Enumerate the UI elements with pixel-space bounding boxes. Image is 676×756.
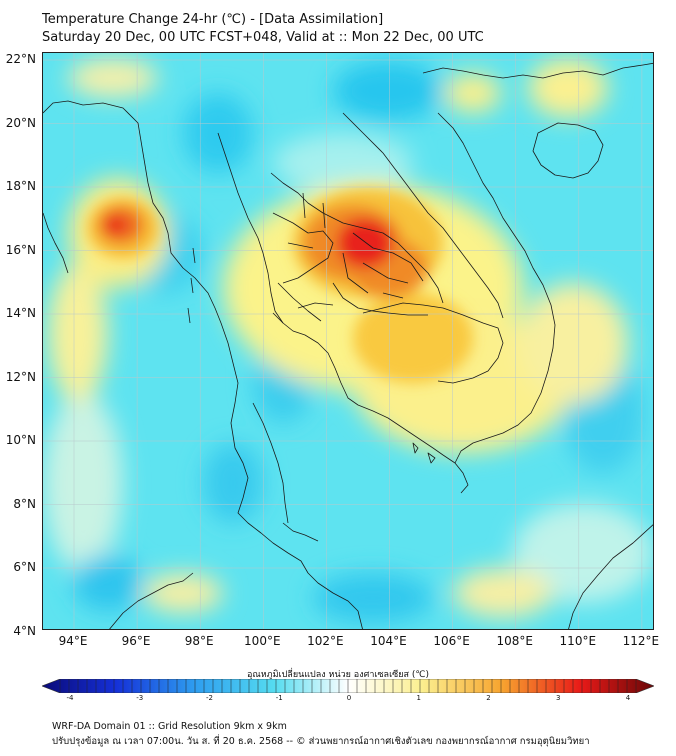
laos-vietnam-border [342, 112, 504, 319]
lat-label: 6°N [13, 560, 36, 574]
lon-label: 98°E [184, 634, 214, 648]
lat-label: 14°N [5, 306, 36, 320]
lat-label: 8°N [13, 496, 36, 511]
lon-label: 100°E [244, 634, 281, 648]
thai-provinces-central [277, 282, 334, 322]
lon-label: 94°E [58, 634, 88, 648]
gulf-of-thailand-coast [272, 312, 469, 494]
colorbar [42, 679, 654, 693]
thailand-laos-border [270, 172, 444, 304]
vietnam-coastline [437, 112, 556, 464]
mainland-coastline [43, 100, 363, 629]
myanmar-border [217, 132, 284, 324]
warm-core-layer [88, 188, 473, 383]
lon-label: 96°E [121, 634, 151, 648]
map-subtitle: Saturday 20 Dec, 00 UTC FCST+048, Valid … [42, 30, 484, 45]
lon-label: 104°E [370, 634, 407, 648]
colorbar-tick-label: -3 [136, 694, 144, 702]
lon-label: 106°E [433, 634, 470, 648]
malaysia-border [282, 522, 319, 542]
lon-label: 108°E [496, 634, 533, 648]
colorbar-tick-label: -1 [275, 694, 283, 702]
lon-label: 112°E [622, 634, 660, 648]
colorbar-tick-label: 0 [346, 694, 352, 702]
colorbar-tick-label: 4 [625, 694, 631, 702]
colorbar-tick-label: 2 [486, 694, 491, 702]
sumatra-coast [109, 572, 194, 629]
thailand-cambodia-border [332, 282, 428, 316]
lon-label: 102°E [307, 634, 344, 648]
india-coast [43, 212, 69, 274]
cambodia-border [362, 302, 504, 384]
lat-label: 18°N [5, 179, 36, 193]
colorbar-tick-label: -4 [66, 694, 74, 702]
colorbar-tick-label: 3 [556, 694, 561, 702]
map-title: Temperature Change 24-hr (℃) - [Data Ass… [42, 12, 384, 27]
mekong-delta-islands [412, 442, 436, 464]
lat-label: 12°N [5, 369, 36, 384]
colorbar-title: อุณหภูมิเปลี่ยนแปลง หน่วย องศาเซลเซียส (… [246, 670, 430, 680]
coastlines-and-borders [43, 62, 653, 629]
andaman-islands [187, 247, 196, 324]
credit-footer: ปรับปรุงข้อมูล ณ เวลา 07:00น. วัน ส. ที่… [52, 736, 590, 747]
colorbar-tick-marks [59, 679, 637, 693]
map-panel [42, 52, 654, 630]
hainan-island [532, 122, 604, 179]
thai-provinces-northeast [342, 232, 424, 299]
borneo-coast [568, 524, 653, 629]
colorbar-tick-label: -2 [206, 694, 213, 702]
colorbar-tick-label: 1 [416, 694, 421, 702]
thai-provinces-north [272, 192, 334, 284]
model-info-footer: WRF-DA Domain 01 :: Grid Resolution 9km … [52, 721, 287, 732]
lon-label: 110°E [559, 634, 597, 648]
lat-label: 20°N [5, 115, 36, 130]
lat-label: 16°N [5, 242, 36, 257]
lat-label: 10°N [5, 433, 36, 447]
peninsula-inner-borders [252, 402, 289, 524]
lat-label: 22°N [5, 52, 36, 66]
south-china-coast [422, 62, 653, 79]
temperature-field-map [43, 53, 653, 629]
lat-label: 4°N [13, 623, 36, 638]
